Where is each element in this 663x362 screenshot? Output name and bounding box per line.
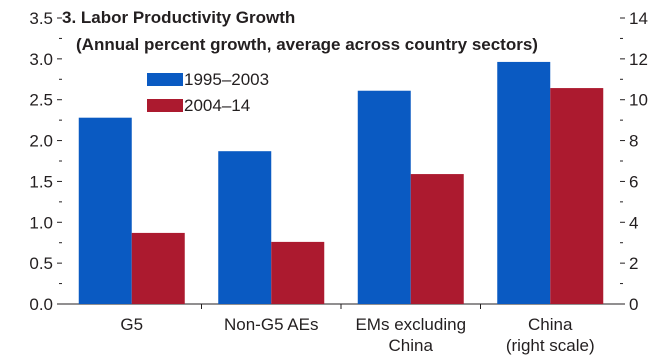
left-tick-label: 1.5	[29, 172, 53, 191]
legend: 1995–2003 2004–14	[147, 70, 269, 115]
left-tick-label: 1.0	[29, 213, 53, 232]
right-tick-label: 14	[629, 9, 648, 28]
axes: 0.0 0.5 1.0 1.5 2.0 2.5 3.0 3.5 0 2 4 6 8 10 12 14	[29, 9, 648, 314]
bar	[218, 151, 272, 304]
category-label: China	[528, 315, 573, 334]
bar	[497, 61, 551, 304]
category-labels: G5 Non-G5 AEs EMs excluding China China (righ…	[120, 315, 594, 355]
bar	[271, 241, 325, 304]
chart-title-block: 3. Labor Productivity Growth (Annual per…	[62, 8, 538, 54]
category-label: G5	[120, 315, 143, 334]
legend-swatch	[147, 99, 183, 112]
left-tick-label: 2.0	[29, 132, 53, 151]
right-tick-label: 8	[629, 132, 638, 151]
category-label: (right scale)	[506, 336, 595, 355]
bar	[410, 174, 464, 304]
bar	[550, 88, 604, 304]
right-tick-label: 10	[629, 91, 648, 110]
chart-subtitle: (Annual percent growth, average across c…	[76, 35, 538, 54]
left-tick-label: 2.5	[29, 91, 53, 110]
bar	[78, 117, 132, 304]
right-tick-label: 4	[629, 213, 638, 232]
category-label: China	[389, 336, 434, 355]
chart-title: 3. Labor Productivity Growth	[62, 8, 295, 27]
right-tick-label: 6	[629, 172, 638, 191]
right-tick-label: 0	[629, 295, 638, 314]
right-tick-label: 12	[629, 50, 648, 69]
left-tick-label: 3.5	[29, 9, 53, 28]
bars	[78, 61, 604, 305]
legend-label: 2004–14	[184, 96, 250, 115]
bar	[357, 90, 411, 305]
category-label: EMs excluding	[355, 315, 466, 334]
left-tick-label: 0.0	[29, 295, 53, 314]
right-tick-label: 2	[629, 254, 638, 273]
legend-label: 1995–2003	[184, 70, 269, 89]
left-tick-label: 0.5	[29, 254, 53, 273]
left-tick-label: 3.0	[29, 50, 53, 69]
legend-swatch	[147, 73, 183, 86]
bar	[131, 232, 185, 304]
category-label: Non-G5 AEs	[224, 315, 319, 334]
